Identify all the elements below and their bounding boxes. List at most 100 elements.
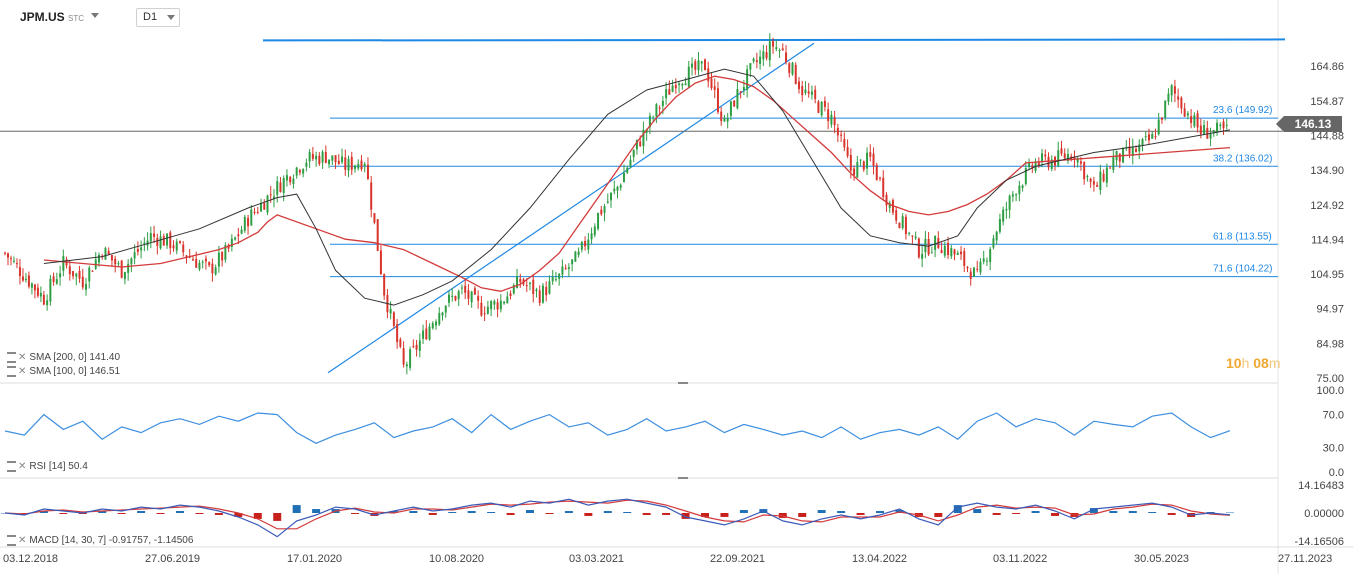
candle-body (447, 294, 450, 303)
candle-body (298, 170, 301, 173)
candle-body (739, 91, 742, 93)
candle-body (859, 159, 862, 161)
time-tick-label: 17.01.2020 (287, 553, 342, 565)
legend-rsi[interactable]: ✕ RSI [14] 50.4 (7, 461, 88, 472)
candle-body (1008, 195, 1011, 210)
time-tick-label: 27.11.2023 (1278, 553, 1332, 565)
candle-body (221, 252, 224, 261)
candle-body (454, 296, 457, 301)
candle-body (843, 139, 846, 148)
candle-body (295, 167, 298, 176)
close-icon[interactable]: ✕ (18, 461, 27, 473)
time-tick-label: 03.12.2018 (3, 553, 58, 565)
candle-body (396, 324, 399, 343)
candle-body (1216, 122, 1219, 133)
candle-body (872, 153, 875, 167)
candle-body (1041, 153, 1044, 163)
legend-sma200[interactable]: ✕ SMA [200, 0] 141.40 (7, 352, 120, 363)
candle-body (373, 213, 376, 223)
candle-body (55, 279, 58, 284)
candle-body (917, 238, 920, 258)
candle-body (62, 256, 65, 271)
candle-body (635, 139, 638, 150)
candle-body (989, 249, 992, 263)
settings-icon[interactable] (7, 352, 16, 363)
candle-body (1190, 116, 1193, 123)
symbol-dropdown-icon[interactable] (91, 13, 99, 18)
macd-tick-label: 14.16483 (1298, 480, 1344, 492)
candle-body (331, 155, 334, 161)
price-tick-label: 84.98 (1316, 338, 1344, 350)
candle-body (156, 237, 159, 246)
candle-body (720, 111, 723, 122)
macd-histogram-bar (973, 509, 982, 513)
candle-body (272, 196, 275, 199)
rsi-tick-label: 100.0 (1316, 385, 1344, 397)
candle-body (538, 290, 541, 303)
candle-body (130, 258, 133, 265)
symbol-label[interactable]: JPM.US (20, 10, 65, 24)
candle-body (341, 156, 344, 163)
candle-body (256, 211, 259, 213)
candle-body (1096, 185, 1099, 187)
candle-body (642, 129, 645, 147)
candle-body (230, 238, 233, 247)
candle-body (350, 156, 353, 170)
macd-histogram-bar (1109, 511, 1118, 513)
candle-body (697, 60, 700, 71)
candle-body (107, 250, 110, 255)
candle-body (668, 89, 671, 95)
candle-body (211, 263, 214, 274)
timer-minutes: 08 (1253, 355, 1269, 371)
rsi-line (4, 412, 1231, 444)
candle-body (713, 86, 716, 90)
macd-histogram-bar (681, 513, 690, 519)
macd-histogram-bar (312, 509, 321, 513)
macd-histogram-bar (992, 513, 1001, 515)
candle-body (460, 287, 463, 289)
candle-body (1031, 165, 1034, 169)
candle-body (418, 340, 421, 351)
candle-body (308, 152, 311, 162)
macd-histogram-bar (351, 513, 359, 514)
interval-select[interactable]: D1 (136, 8, 180, 27)
candle-body (723, 117, 726, 122)
candle-body (1203, 125, 1206, 135)
candle-body (778, 49, 781, 51)
candle-body (1109, 167, 1112, 169)
candle-body (622, 173, 625, 183)
candle-body (632, 150, 635, 157)
candle-body (930, 252, 933, 254)
macd-histogram-bar (234, 513, 243, 517)
settings-icon[interactable] (7, 366, 16, 377)
candle-body (1138, 144, 1141, 152)
close-icon[interactable]: ✕ (18, 535, 27, 547)
legend-macd[interactable]: ✕ MACD [14, 30, 7] -0.91757, -1.14506 (7, 535, 193, 546)
close-icon[interactable]: ✕ (18, 366, 27, 378)
candle-body (684, 83, 687, 86)
candle-body (39, 292, 42, 297)
settings-icon[interactable] (7, 461, 16, 472)
candle-body (33, 284, 36, 291)
candle-body (678, 83, 681, 86)
macd-histogram-bar (428, 513, 437, 515)
candle-body (376, 219, 379, 251)
candle-body (59, 273, 62, 278)
candle-body (898, 222, 901, 229)
macd-histogram-bar (876, 511, 884, 513)
candle-body (337, 160, 340, 165)
candle-body (217, 252, 220, 267)
candle-body (422, 330, 425, 339)
close-icon[interactable]: ✕ (18, 352, 27, 364)
candle-body (804, 89, 807, 93)
candle-body (921, 253, 924, 259)
candle-body (499, 300, 502, 310)
settings-icon[interactable] (7, 535, 16, 546)
candle-body (409, 349, 412, 368)
legend-sma100[interactable]: ✕ SMA [100, 0] 146.51 (7, 366, 120, 377)
candle-body (175, 241, 178, 251)
macd-histogram-bar (273, 513, 282, 521)
candle-body (616, 186, 619, 191)
